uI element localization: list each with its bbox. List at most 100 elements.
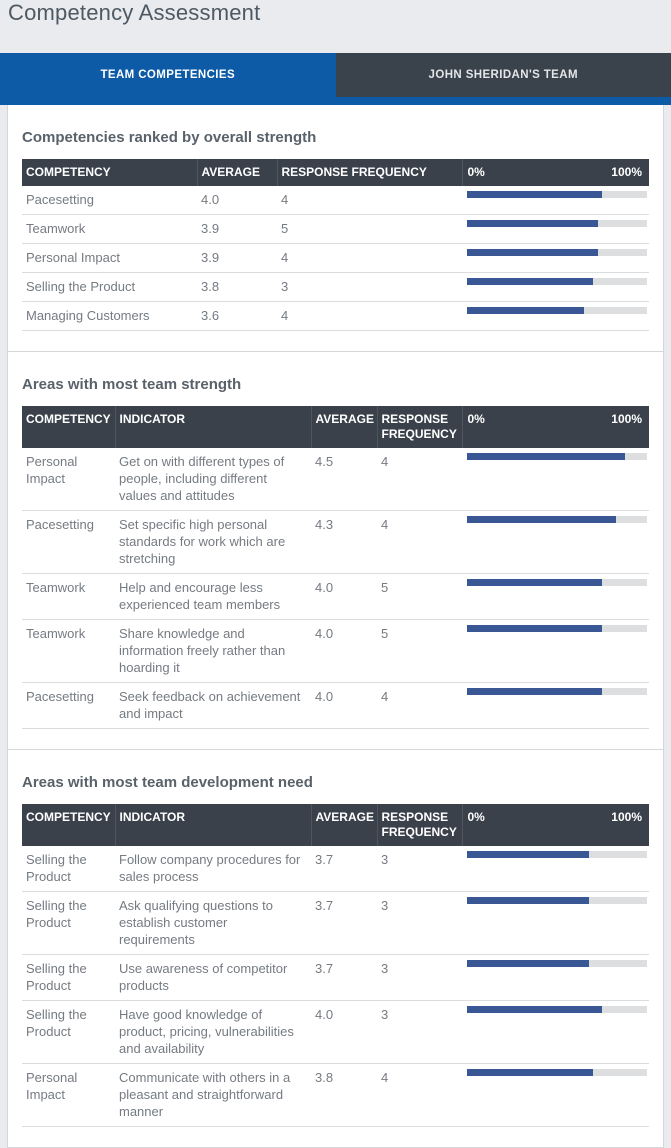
column-header-competency: COMPETENCY [22, 159, 197, 186]
scale-min-label: 0% [468, 412, 485, 427]
bar-track [467, 1006, 647, 1013]
bar-track [467, 851, 647, 858]
competency-cell: Selling the Product [22, 846, 115, 892]
bar-fill [467, 625, 602, 632]
average-cell: 3.7 [311, 955, 377, 1001]
frequency-cell: 5 [277, 215, 462, 244]
bar-track [467, 249, 647, 256]
bar-cell [462, 448, 649, 511]
indicator-cell: Use awareness of competitor products [115, 955, 311, 1001]
indicator-cell: Communicate with others in a pleasant an… [115, 1064, 311, 1127]
scale-max-label: 100% [611, 810, 642, 825]
indicator-cell: Set specific high personal standards for… [115, 511, 311, 574]
indicator-cell: Share knowledge and information freely r… [115, 620, 311, 683]
bar-track [467, 688, 647, 695]
development-indicator-table: COMPETENCY INDICATOR AVERAGE RESPONSE FR… [22, 804, 649, 1127]
bar-cell [462, 215, 649, 244]
bar-fill [467, 191, 602, 198]
average-cell: 4.0 [311, 574, 377, 620]
bar-fill [467, 307, 584, 314]
average-cell: 4.3 [311, 511, 377, 574]
bar-cell [462, 273, 649, 302]
indicator-cell: Get on with different types of people, i… [115, 448, 311, 511]
bar-cell [462, 186, 649, 215]
column-header-indicator: INDICATOR [115, 804, 311, 846]
strength-indicator-table: COMPETENCY INDICATOR AVERAGE RESPONSE FR… [22, 406, 649, 729]
tab-accent-strip [0, 97, 671, 105]
average-cell: 4.5 [311, 448, 377, 511]
frequency-cell: 4 [277, 244, 462, 273]
column-header-response-frequency: RESPONSE FREQUENCY [277, 159, 462, 186]
average-cell: 3.9 [197, 215, 277, 244]
table-header-row: COMPETENCY INDICATOR AVERAGE RESPONSE FR… [22, 406, 649, 448]
column-header-scale: 0% 100% [462, 406, 649, 448]
competency-table: COMPETENCY AVERAGE RESPONSE FREQUENCY 0%… [22, 159, 649, 331]
bar-fill [467, 516, 616, 523]
average-cell: 3.7 [311, 846, 377, 892]
bar-fill [467, 579, 602, 586]
column-header-competency: COMPETENCY [22, 406, 115, 448]
competency-cell: Teamwork [22, 215, 197, 244]
average-cell: 3.7 [311, 892, 377, 955]
section-title: Areas with most team strength [22, 376, 649, 393]
column-header-response-frequency: RESPONSE FREQUENCY [377, 804, 462, 846]
section-development-need: Areas with most team development need CO… [8, 749, 663, 1147]
bar-cell [462, 683, 649, 729]
frequency-cell: 3 [377, 1001, 462, 1064]
tab-john-sheridans-team[interactable]: JOHN SHERIDAN'S TEAM [336, 53, 671, 97]
frequency-cell: 4 [377, 511, 462, 574]
indicator-cell: Seek feedback on achievement and impact [115, 683, 311, 729]
bar-track [467, 278, 647, 285]
bar-track [467, 191, 647, 198]
competency-cell: Personal Impact [22, 1064, 115, 1127]
competency-cell: Pacesetting [22, 186, 197, 215]
frequency-cell: 5 [377, 574, 462, 620]
bar-cell [462, 620, 649, 683]
bar-cell [462, 574, 649, 620]
bar-fill [467, 688, 602, 695]
bar-track [467, 516, 647, 523]
competency-cell: Pacesetting [22, 511, 115, 574]
column-header-response-frequency: RESPONSE FREQUENCY [377, 406, 462, 448]
competency-cell: Pacesetting [22, 683, 115, 729]
bar-fill [467, 278, 593, 285]
tab-team-competencies[interactable]: TEAM COMPETENCIES [0, 53, 336, 97]
bar-fill [467, 851, 589, 858]
frequency-cell: 3 [377, 846, 462, 892]
average-cell: 3.8 [311, 1064, 377, 1127]
competency-cell: Teamwork [22, 574, 115, 620]
table-header-row: COMPETENCY INDICATOR AVERAGE RESPONSE FR… [22, 804, 649, 846]
competency-cell: Managing Customers [22, 302, 197, 331]
bar-track [467, 579, 647, 586]
content-panel: Competencies ranked by overall strength … [7, 105, 664, 1148]
competency-cell: Personal Impact [22, 448, 115, 511]
frequency-cell: 3 [377, 892, 462, 955]
table-header-row: COMPETENCY AVERAGE RESPONSE FREQUENCY 0%… [22, 159, 649, 186]
frequency-cell: 4 [377, 1064, 462, 1127]
bar-cell [462, 1064, 649, 1127]
tab-bar: TEAM COMPETENCIES JOHN SHERIDAN'S TEAM [0, 53, 671, 97]
column-header-scale: 0% 100% [462, 159, 649, 186]
section-team-strength: Areas with most team strength COMPETENCY… [8, 351, 663, 749]
bar-fill [467, 1006, 602, 1013]
bar-cell [462, 955, 649, 1001]
average-cell: 4.0 [311, 1001, 377, 1064]
scale-max-label: 100% [611, 165, 642, 180]
average-cell: 3.9 [197, 244, 277, 273]
bar-fill [467, 453, 625, 460]
average-cell: 3.8 [197, 273, 277, 302]
bar-cell [462, 892, 649, 955]
